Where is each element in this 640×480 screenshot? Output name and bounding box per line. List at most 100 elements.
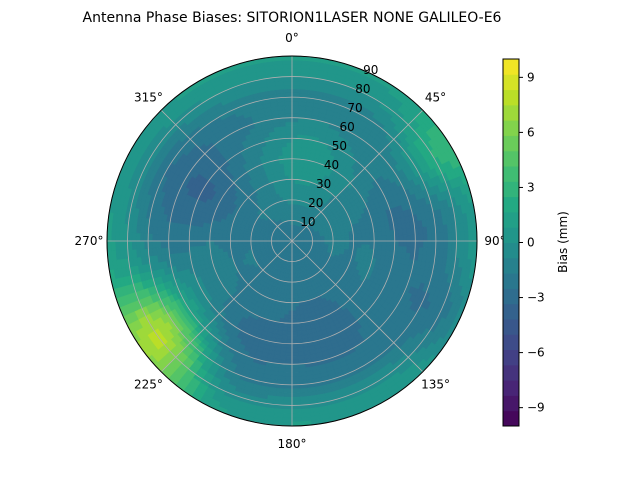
- field-cell: [209, 236, 215, 242]
- field-cell: [291, 376, 300, 382]
- field-cell: [390, 235, 396, 242]
- field-cell: [460, 231, 465, 242]
- field-cell: [193, 235, 198, 242]
- field-cell: [287, 322, 293, 328]
- field-cell: [209, 240, 215, 246]
- field-cell: [285, 359, 293, 365]
- field-cell: [285, 363, 293, 369]
- field-cell: [291, 388, 301, 394]
- field-cell: [291, 96, 300, 102]
- field-cell: [291, 80, 301, 86]
- field-cell: [357, 237, 363, 242]
- field-cell: [285, 179, 290, 185]
- field-cell: [284, 105, 293, 110]
- field-cell: [283, 92, 293, 98]
- field-cell: [283, 88, 293, 94]
- field-cell: [291, 331, 298, 336]
- field-cell: [139, 240, 145, 250]
- field-cell: [172, 240, 178, 248]
- field-cell: [283, 162, 289, 168]
- field-cell: [414, 240, 420, 248]
- field-cell: [291, 117, 299, 123]
- field-cell: [410, 234, 416, 242]
- field-cell: [285, 121, 293, 127]
- field-cell: [291, 339, 298, 345]
- field-cell: [353, 240, 359, 245]
- field-cell: [147, 240, 153, 249]
- field-cell: [288, 183, 293, 188]
- field-cell: [291, 302, 296, 308]
- field-cell: [176, 240, 182, 248]
- field-cell: [353, 233, 359, 239]
- field-cell: [156, 240, 161, 249]
- field-cell: [423, 233, 428, 242]
- field-cell: [385, 245, 391, 252]
- field-cell: [135, 240, 141, 250]
- field-cell: [285, 125, 293, 131]
- field-cell: [234, 240, 239, 245]
- field-cell: [451, 240, 457, 250]
- field-cell: [188, 235, 194, 242]
- field-cell: [287, 154, 293, 160]
- field-cell: [193, 240, 198, 247]
- field-cell: [291, 372, 300, 377]
- field-cell: [282, 72, 293, 78]
- field-cell: [283, 80, 293, 86]
- field-cell: [284, 367, 293, 373]
- field-cell: [427, 240, 433, 249]
- field-cell: [283, 388, 293, 394]
- field-cell: [365, 232, 371, 238]
- field-cell: [291, 310, 297, 316]
- field-cell: [291, 363, 299, 369]
- field-cell: [431, 240, 437, 249]
- field-cell: [217, 236, 223, 242]
- chart-title: Antenna Phase Biases: SITORION1LASER NON…: [83, 10, 502, 26]
- field-cell: [139, 232, 145, 242]
- field-cell: [287, 166, 293, 172]
- field-cell: [135, 232, 141, 242]
- field-cell: [288, 302, 293, 308]
- field-cell: [284, 170, 289, 176]
- field-cell: [291, 105, 300, 110]
- field-cell: [221, 244, 227, 249]
- field-cell: [451, 232, 457, 242]
- field-cell: [184, 240, 190, 247]
- field-cell: [282, 404, 293, 410]
- field-cell: [402, 240, 408, 248]
- field-cell: [285, 351, 293, 357]
- field-cell: [193, 245, 199, 252]
- field-cell: [418, 240, 424, 249]
- field-cell: [284, 174, 290, 180]
- field-cell: [406, 234, 412, 242]
- field-cell: [230, 240, 235, 245]
- field-cell: [381, 245, 387, 252]
- field-cell: [357, 240, 363, 245]
- field-cell: [291, 351, 299, 357]
- field-cell: [291, 166, 297, 172]
- field-cell: [287, 158, 293, 164]
- field-cell: [353, 237, 359, 242]
- field-cell: [172, 234, 178, 242]
- field-cell: [435, 232, 441, 242]
- field-cell: [283, 392, 293, 398]
- field-cell: [123, 231, 129, 242]
- field-cell: [381, 230, 387, 237]
- field-cell: [286, 343, 293, 349]
- field-cell: [447, 240, 453, 250]
- field-cell: [431, 233, 437, 242]
- field-cell: [201, 235, 207, 242]
- field-cell: [344, 234, 350, 239]
- field-cell: [291, 400, 301, 406]
- field-cell: [357, 233, 363, 238]
- field-cell: [386, 240, 391, 247]
- field-cell: [291, 72, 302, 78]
- field-cell: [291, 367, 300, 373]
- field-cell: [286, 150, 293, 156]
- field-cell: [287, 310, 293, 316]
- field-cell: [294, 302, 300, 308]
- field-cell: [164, 240, 170, 248]
- field-cell: [423, 240, 428, 249]
- field-cell: [283, 400, 293, 406]
- field-cell: [349, 237, 354, 242]
- field-cell: [283, 76, 293, 82]
